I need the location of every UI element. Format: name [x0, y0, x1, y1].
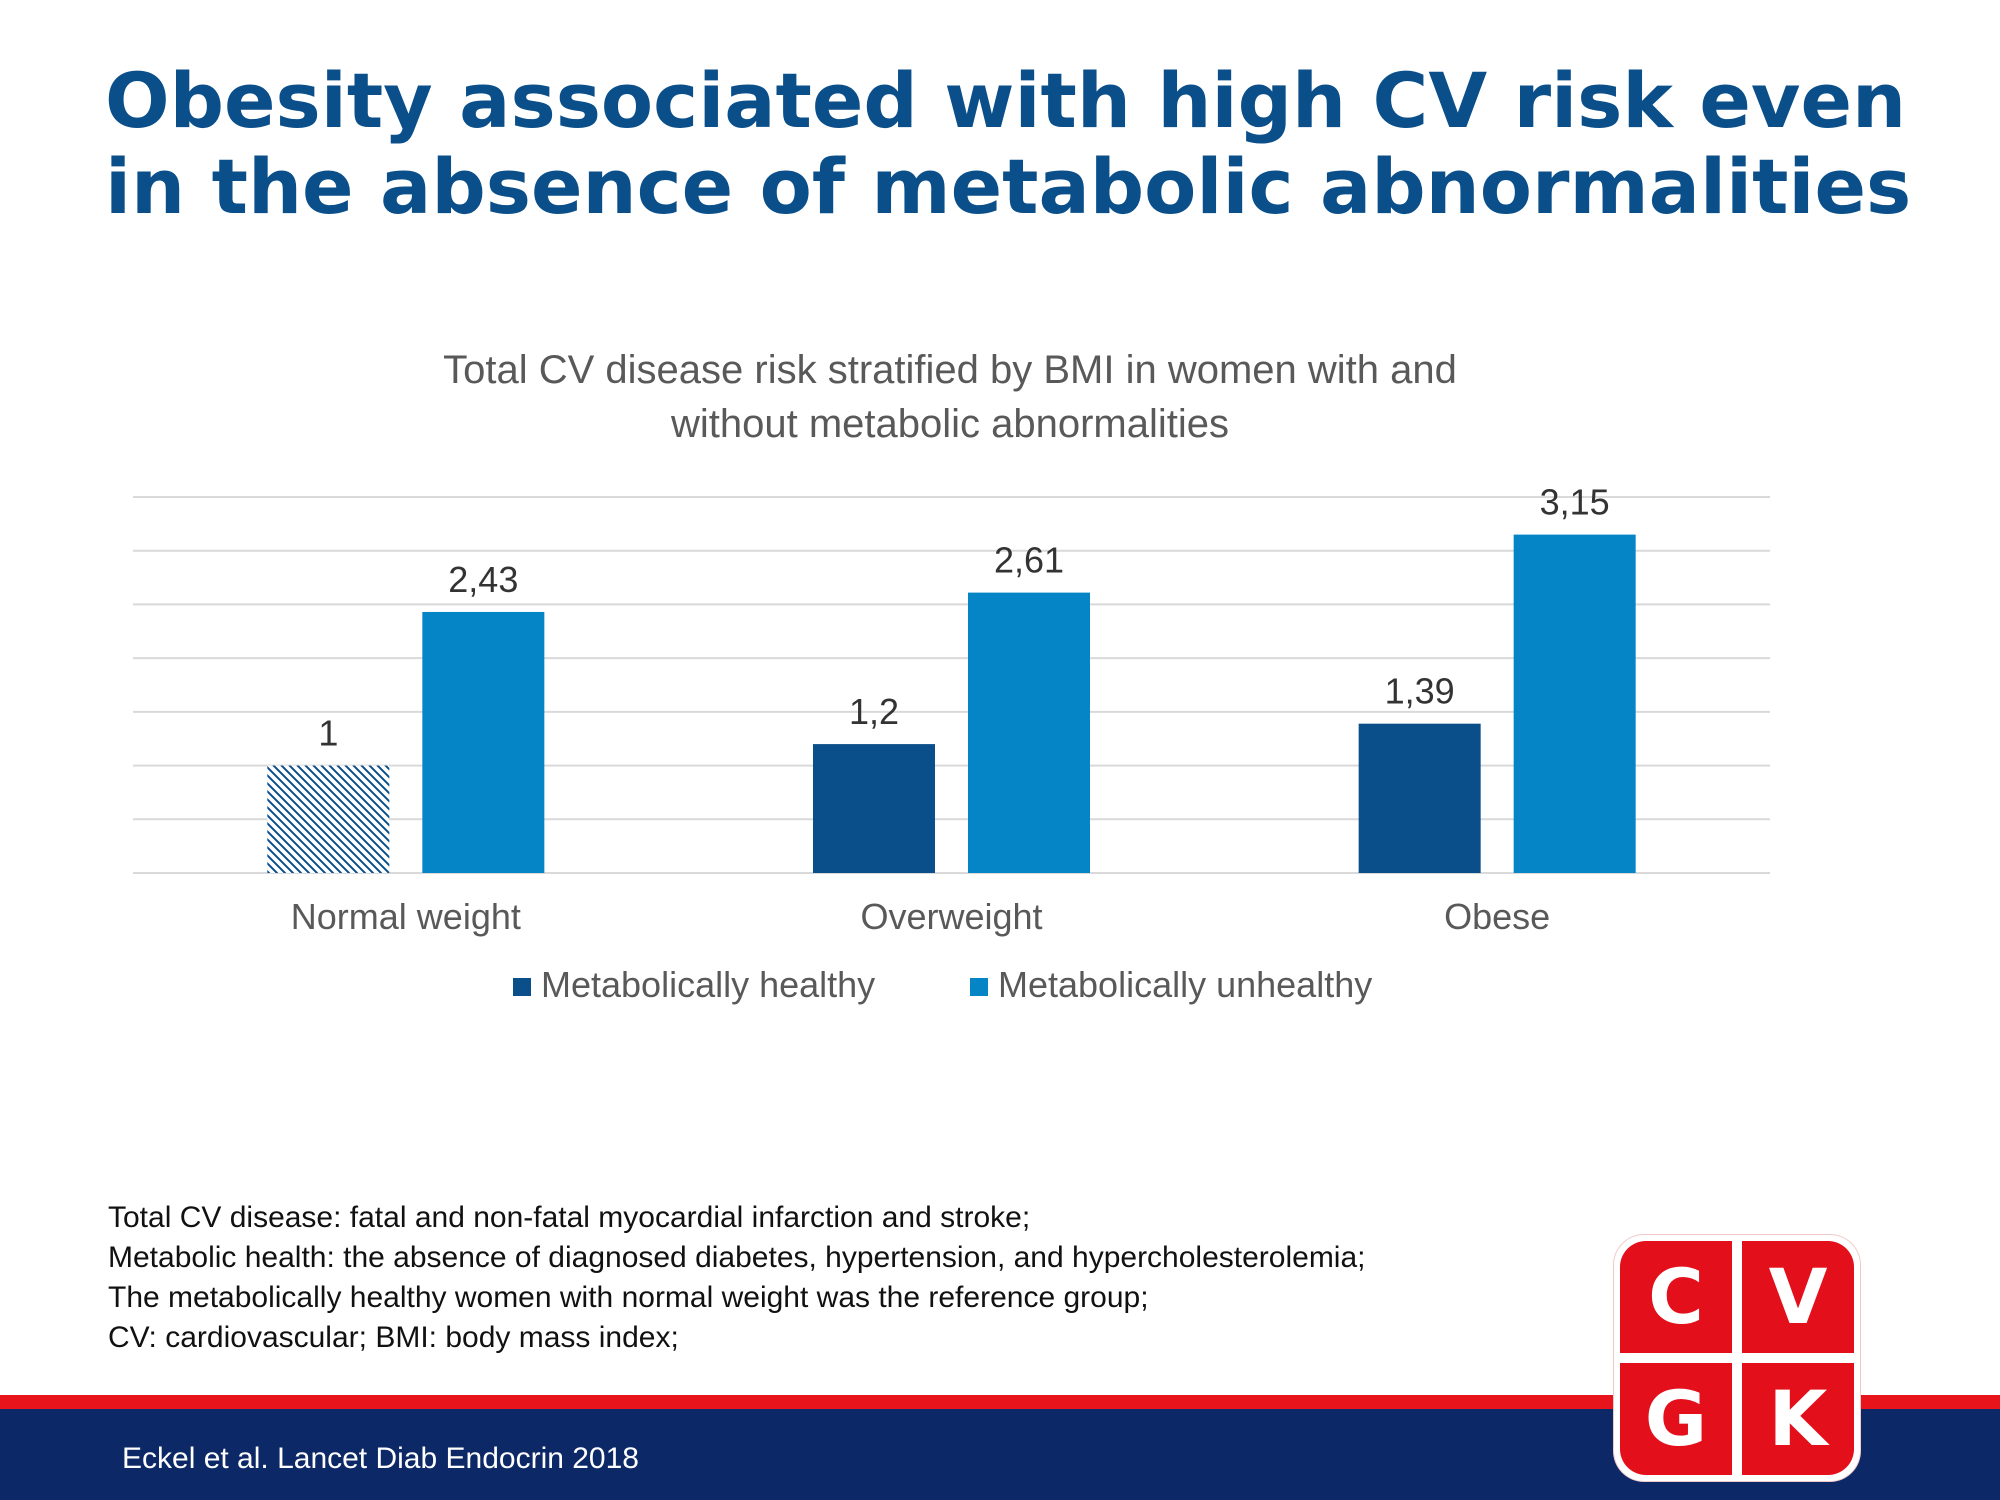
data-labels: 1 2,43 1,2 2,61 1,39 3,15: [318, 482, 1609, 754]
category-labels: Normal weight Overweight Obese: [291, 896, 1550, 937]
logo-letter: K: [1742, 1363, 1854, 1475]
footnotes: Total CV disease: fatal and non-fatal my…: [108, 1198, 1608, 1358]
bars: [267, 534, 1636, 873]
bar-healthy: [1358, 723, 1481, 873]
chart: Total CV disease risk stratified by BMI …: [133, 348, 1770, 1005]
bar-unhealthy: [968, 592, 1090, 873]
logo-letter: C: [1620, 1241, 1732, 1353]
chart-title-line-1: Total CV disease risk stratified by BMI …: [443, 348, 1457, 392]
bar-unhealthy: [422, 611, 545, 873]
bar-healthy: [267, 765, 390, 873]
data-label: 1,2: [849, 691, 899, 732]
legend-label: Metabolically healthy: [541, 964, 875, 1005]
bar-unhealthy: [1513, 534, 1636, 873]
legend-swatch: [513, 978, 531, 996]
data-label: 1: [318, 713, 338, 754]
footnote: The metabolically healthy women with nor…: [108, 1281, 1149, 1314]
chart-title-line-2: without metabolic abnormalities: [670, 402, 1229, 446]
gridlines: [133, 496, 1770, 874]
data-label: 2,43: [448, 559, 518, 600]
legend-swatch: [970, 978, 988, 996]
footnote: Total CV disease: fatal and non-fatal my…: [108, 1201, 1031, 1234]
data-label: 3,15: [1540, 482, 1610, 523]
category-label: Obese: [1444, 896, 1550, 937]
citation: Eckel et al. Lancet Diab Endocrin 2018: [122, 1442, 639, 1475]
footnote: Metabolic health: the absence of diagnos…: [108, 1241, 1366, 1274]
slide-title: Obesity associated with high CV risk eve…: [105, 56, 1912, 231]
legend-label: Metabolically unhealthy: [998, 964, 1372, 1005]
footer-red-stripe: [0, 1395, 2000, 1409]
bar-healthy: [813, 744, 935, 873]
footnote: CV: cardiovascular; BMI: body mass index…: [108, 1321, 679, 1354]
logo-letter: V: [1742, 1241, 1854, 1353]
logo-letter: G: [1620, 1363, 1732, 1475]
category-label: Overweight: [860, 896, 1042, 937]
legend: Metabolically healthy Metabolically unhea…: [513, 964, 1372, 1005]
data-label: 1,39: [1385, 671, 1455, 712]
category-label: Normal weight: [291, 896, 521, 937]
cvgk-logo: C V G K: [1614, 1235, 1860, 1481]
data-label: 2,61: [994, 540, 1064, 581]
